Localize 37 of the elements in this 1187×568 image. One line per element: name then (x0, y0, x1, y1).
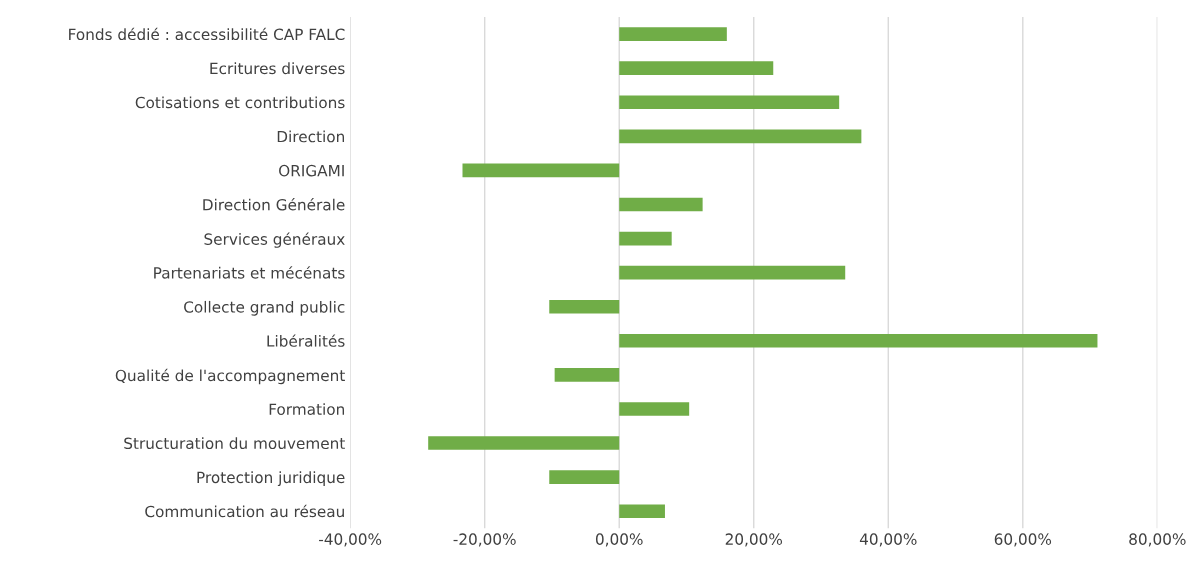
bar (428, 436, 620, 450)
x-tick-label: 60,00% (994, 533, 1052, 547)
y-tick-label: Direction (277, 130, 345, 143)
y-tick-label: Structuration du mouvement (124, 437, 345, 450)
bar (619, 61, 774, 75)
bar (619, 197, 703, 212)
y-tick-label: Formation (269, 403, 345, 415)
x-tick-label: 20,00% (725, 533, 783, 547)
bar (619, 265, 846, 280)
y-tick-label: Cotisations et contributions (135, 96, 345, 109)
bar (619, 129, 862, 144)
x-tick-label: 0,00% (595, 533, 643, 547)
bar (619, 95, 840, 110)
y-tick-label: Partenariats et mécénats (154, 266, 345, 279)
y-tick-label: Qualité de l'accompagnement (115, 368, 345, 385)
y-tick-label: Ecritures diverses (210, 62, 345, 75)
y-tick-label: Communication au réseau (145, 504, 344, 518)
bar (619, 333, 1098, 348)
bar (619, 402, 690, 416)
y-tick-label: Protection juridique (197, 471, 345, 487)
y-tick-label: Fonds dédié : accessibilité CAP FALC (69, 27, 345, 41)
x-tick-label: -40,00% (319, 533, 382, 547)
y-tick-label: Collecte grand public (184, 300, 345, 316)
x-tick-label: 40,00% (859, 533, 917, 547)
y-tick-label: Services généraux (204, 232, 345, 248)
bar (462, 163, 620, 178)
bar (619, 231, 672, 246)
bar (549, 299, 620, 314)
bar (554, 368, 620, 382)
x-tick-label: 80,00% (1129, 533, 1186, 547)
bar (619, 27, 727, 41)
y-tick-label: ORIGAMI (279, 164, 344, 177)
x-tick-label: -20,00% (453, 533, 516, 547)
bar (549, 470, 620, 484)
y-tick-label: Direction Générale (203, 198, 345, 211)
bar (619, 504, 665, 519)
y-tick-label: Libéralités (267, 334, 345, 347)
